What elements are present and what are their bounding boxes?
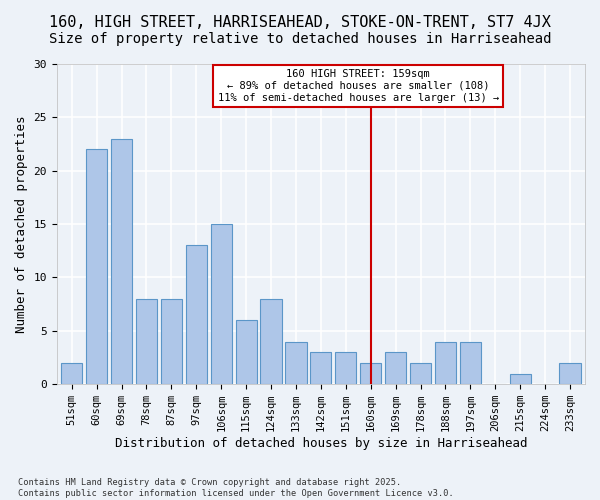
Bar (460, 342, 481, 384)
Bar (86, 150, 107, 384)
Bar (410, 363, 431, 384)
Bar (335, 352, 356, 384)
Text: 160 HIGH STREET: 159sqm
← 89% of detached houses are smaller (108)
11% of semi-d: 160 HIGH STREET: 159sqm ← 89% of detache… (218, 70, 499, 102)
Text: 160, HIGH STREET, HARRISEAHEAD, STOKE-ON-TRENT, ST7 4JX: 160, HIGH STREET, HARRISEAHEAD, STOKE-ON… (49, 15, 551, 30)
Bar (186, 246, 207, 384)
Bar (559, 363, 581, 384)
Bar (211, 224, 232, 384)
Text: Size of property relative to detached houses in Harriseahead: Size of property relative to detached ho… (49, 32, 551, 46)
Text: Contains HM Land Registry data © Crown copyright and database right 2025.
Contai: Contains HM Land Registry data © Crown c… (18, 478, 454, 498)
Bar (111, 138, 132, 384)
Bar (286, 342, 307, 384)
Bar (435, 342, 456, 384)
Bar (161, 299, 182, 384)
Bar (310, 352, 331, 384)
Bar (136, 299, 157, 384)
Bar (385, 352, 406, 384)
Bar (236, 320, 257, 384)
Bar (260, 299, 281, 384)
Y-axis label: Number of detached properties: Number of detached properties (15, 116, 28, 333)
Bar (61, 363, 82, 384)
Bar (509, 374, 531, 384)
Bar (360, 363, 382, 384)
X-axis label: Distribution of detached houses by size in Harriseahead: Distribution of detached houses by size … (115, 437, 527, 450)
